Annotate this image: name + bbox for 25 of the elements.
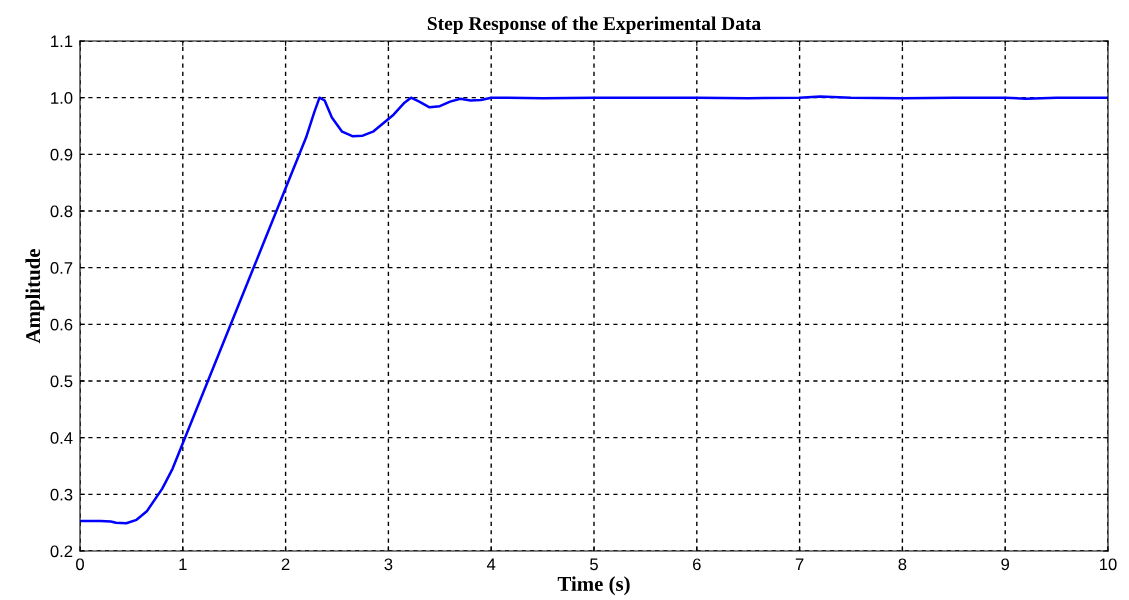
y-axis-title: Amplitude <box>25 249 45 344</box>
x-tick-label: 10 <box>1100 558 1117 571</box>
x-tick-label: 4 <box>486 558 496 571</box>
x-tick-label: 5 <box>590 558 598 571</box>
y-tick-label: 0.6 <box>50 318 73 331</box>
x-tick-label: 2 <box>281 558 290 571</box>
y-tick-label: 1.0 <box>51 92 73 104</box>
line-series <box>80 95 1108 525</box>
x-tick-label: 1 <box>179 558 187 571</box>
y-tick-label: 1.1 <box>51 35 73 48</box>
y-tick-label: 0.7 <box>50 262 73 274</box>
chart-title: Step Response of the Experimental Data <box>427 16 761 35</box>
y-tick-label: 0.5 <box>50 375 73 388</box>
x-tick-label: 0 <box>76 558 84 571</box>
x-tick-label: 9 <box>1001 558 1010 571</box>
y-tick-label: 0.3 <box>50 488 73 501</box>
y-tick-label: 0.4 <box>50 432 73 444</box>
x-tick-label: 3 <box>384 558 393 571</box>
x-tick-label: 7 <box>795 558 804 571</box>
x-axis-title: Time (s) <box>557 576 630 596</box>
y-tick-label: 0.2 <box>50 545 73 558</box>
x-tick-label: 6 <box>693 558 701 571</box>
y-tick-label: 0.8 <box>50 205 73 218</box>
y-tick-label: 0.9 <box>50 148 73 161</box>
x-tick-label: 8 <box>898 558 907 571</box>
